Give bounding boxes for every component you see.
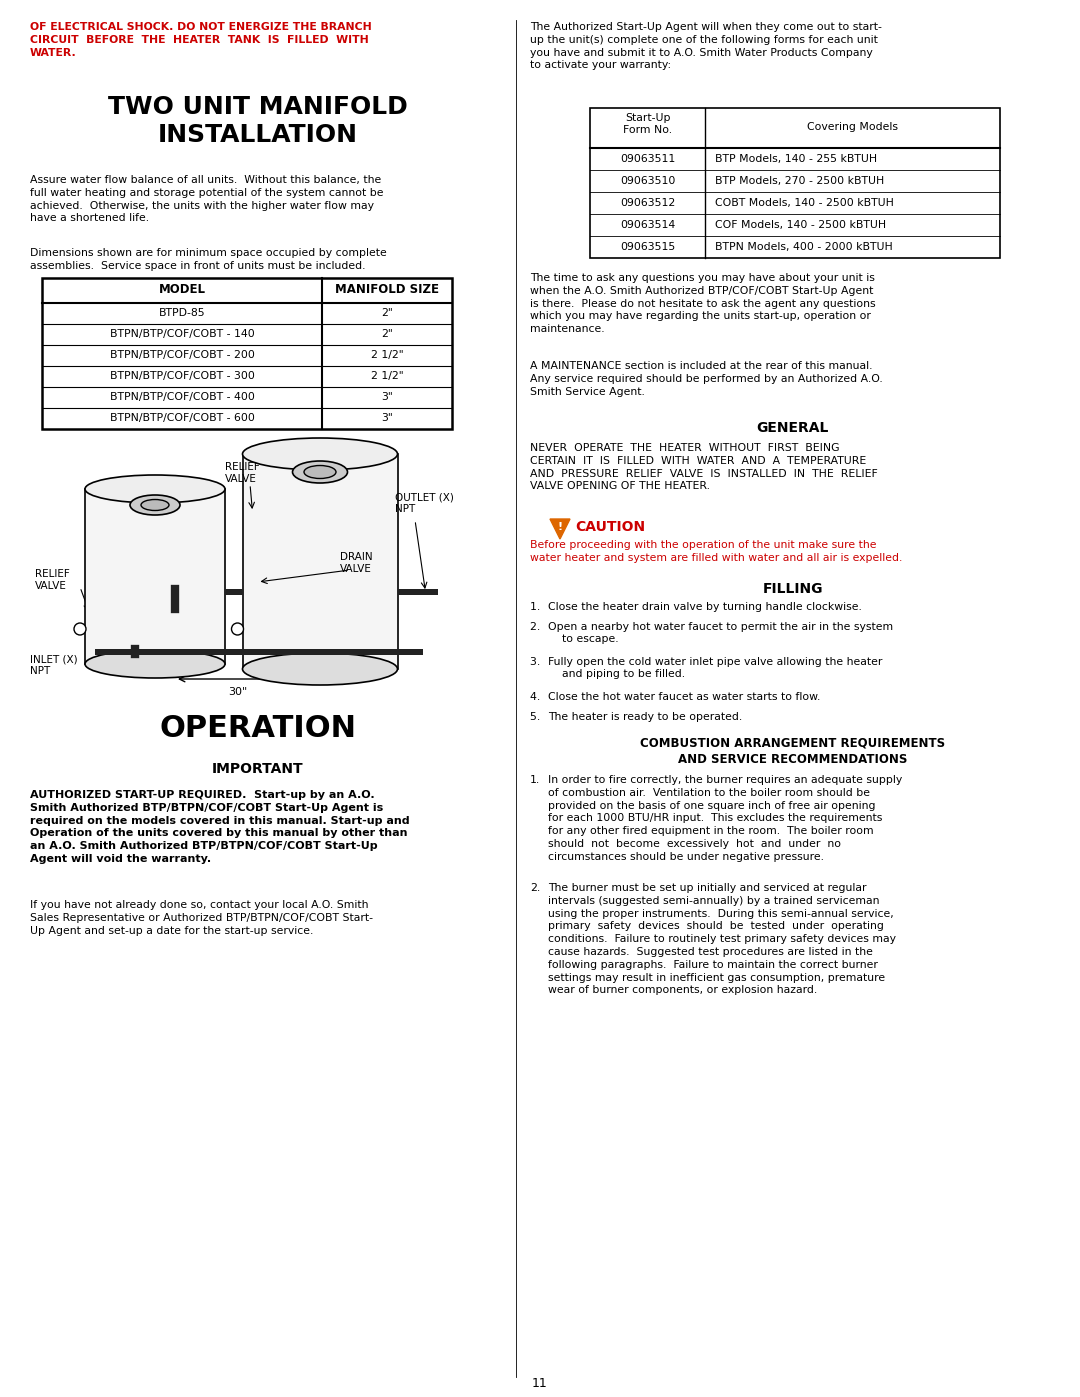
Text: 09063512: 09063512 — [620, 198, 675, 208]
Text: BTPN/BTP/COF/COBT - 140: BTPN/BTP/COF/COBT - 140 — [110, 330, 255, 339]
Text: 09063515: 09063515 — [620, 242, 675, 251]
Text: MODEL: MODEL — [159, 284, 205, 296]
Ellipse shape — [85, 475, 225, 503]
Text: FILLING: FILLING — [762, 583, 823, 597]
Text: DRAIN
VALVE: DRAIN VALVE — [340, 552, 373, 574]
Text: 09063511: 09063511 — [620, 154, 675, 163]
Text: 4.: 4. — [530, 692, 543, 703]
Ellipse shape — [243, 652, 397, 685]
Text: OUTLET (X)
NPT: OUTLET (X) NPT — [395, 492, 454, 514]
Text: 1.: 1. — [530, 602, 543, 612]
Bar — [225, 590, 243, 595]
Bar — [42, 278, 453, 429]
Text: 1.: 1. — [530, 775, 540, 785]
Text: BTPN/BTP/COF/COBT - 300: BTPN/BTP/COF/COBT - 300 — [109, 372, 255, 381]
Text: CAUTION: CAUTION — [575, 520, 645, 534]
Bar — [85, 489, 225, 664]
Text: BTPN Models, 400 - 2000 kBTUH: BTPN Models, 400 - 2000 kBTUH — [715, 242, 893, 251]
Text: Assure water flow balance of all units.  Without this balance, the
full water he: Assure water flow balance of all units. … — [30, 175, 383, 224]
Bar — [590, 108, 1000, 258]
Polygon shape — [550, 520, 570, 539]
Text: 09063510: 09063510 — [620, 176, 675, 186]
Text: 2": 2" — [381, 307, 393, 319]
Text: RELIEF
VALVE: RELIEF VALVE — [35, 569, 70, 591]
Text: 2.: 2. — [530, 622, 543, 631]
Text: 2 1/2": 2 1/2" — [370, 372, 403, 381]
Text: 2.: 2. — [530, 883, 540, 893]
Bar — [95, 650, 125, 655]
Text: 5.: 5. — [530, 712, 543, 722]
Text: INLET (X)
NPT: INLET (X) NPT — [30, 654, 78, 676]
Text: BTPN/BTP/COF/COBT - 600: BTPN/BTP/COF/COBT - 600 — [109, 414, 255, 423]
Text: COMBUSTION ARRANGEMENT REQUIREMENTS
AND SERVICE RECOMMENDATIONS: COMBUSTION ARRANGEMENT REQUIREMENTS AND … — [640, 738, 945, 766]
Text: IMPORTANT: IMPORTANT — [212, 761, 303, 775]
Text: MANIFOLD SIZE: MANIFOLD SIZE — [335, 284, 438, 296]
Text: COF Models, 140 - 2500 kBTUH: COF Models, 140 - 2500 kBTUH — [715, 219, 886, 231]
Text: RELIEF
VALVE: RELIEF VALVE — [225, 462, 260, 483]
Text: 2": 2" — [381, 330, 393, 339]
Text: Dimensions shown are for minimum space occupied by complete
assemblies.  Service: Dimensions shown are for minimum space o… — [30, 249, 387, 271]
Text: OF ELECTRICAL SHOCK. DO NOT ENERGIZE THE BRANCH
CIRCUIT  BEFORE  THE  HEATER  TA: OF ELECTRICAL SHOCK. DO NOT ENERGIZE THE… — [30, 22, 372, 59]
Bar — [397, 590, 437, 595]
Text: 09063514: 09063514 — [620, 219, 675, 231]
Text: The Authorized Start-Up Agent will when they come out to start-
up the unit(s) c: The Authorized Start-Up Agent will when … — [530, 22, 882, 70]
Text: If you have not already done so, contact your local A.O. Smith
Sales Representat: If you have not already done so, contact… — [30, 900, 373, 936]
Text: Open a nearby hot water faucet to permit the air in the system
    to escape.: Open a nearby hot water faucet to permit… — [548, 622, 893, 644]
Text: The burner must be set up initially and serviced at regular
intervals (suggested: The burner must be set up initially and … — [548, 883, 896, 996]
Ellipse shape — [141, 500, 168, 510]
Text: GENERAL: GENERAL — [756, 420, 828, 434]
Text: DRAIN
VALVE: DRAIN VALVE — [129, 637, 161, 658]
Ellipse shape — [130, 495, 180, 515]
Text: 3": 3" — [381, 393, 393, 402]
Circle shape — [75, 623, 86, 636]
Text: 3": 3" — [381, 414, 393, 423]
Text: 11: 11 — [532, 1377, 548, 1390]
Text: Start-Up
Form No.: Start-Up Form No. — [623, 113, 672, 136]
Bar — [243, 454, 397, 669]
Text: A MAINTENANCE section is included at the rear of this manual.
Any service requir: A MAINTENANCE section is included at the… — [530, 360, 882, 397]
Text: The time to ask any questions you may have about your unit is
when the A.O. Smit: The time to ask any questions you may ha… — [530, 272, 876, 334]
Text: Fully open the cold water inlet pipe valve allowing the heater
    and piping to: Fully open the cold water inlet pipe val… — [548, 657, 882, 679]
Text: OPERATION: OPERATION — [160, 714, 356, 743]
Text: !: ! — [557, 522, 563, 532]
Ellipse shape — [293, 461, 348, 483]
Text: COBT Models, 140 - 2500 kBTUH: COBT Models, 140 - 2500 kBTUH — [715, 198, 894, 208]
Text: TWO UNIT MANIFOLD
INSTALLATION: TWO UNIT MANIFOLD INSTALLATION — [108, 95, 408, 147]
Text: 30": 30" — [228, 687, 247, 697]
Text: BTPD-85: BTPD-85 — [159, 307, 205, 319]
Ellipse shape — [303, 465, 336, 479]
Text: BTP Models, 140 - 255 kBTUH: BTP Models, 140 - 255 kBTUH — [715, 154, 877, 163]
Text: The heater is ready to be operated.: The heater is ready to be operated. — [548, 712, 742, 722]
Text: In order to fire correctly, the burner requires an adequate supply
of combustion: In order to fire correctly, the burner r… — [548, 775, 902, 862]
Circle shape — [231, 623, 243, 636]
Text: BTPN/BTP/COF/COBT - 400: BTPN/BTP/COF/COBT - 400 — [109, 393, 255, 402]
Text: 2 1/2": 2 1/2" — [370, 351, 403, 360]
Text: AUTHORIZED START-UP REQUIRED.  Start-up by an A.O.
Smith Authorized BTP/BTPN/COF: AUTHORIZED START-UP REQUIRED. Start-up b… — [30, 789, 409, 863]
Text: 3.: 3. — [530, 657, 543, 666]
Bar — [125, 650, 422, 655]
Text: Close the hot water faucet as water starts to flow.: Close the hot water faucet as water star… — [548, 692, 821, 703]
Ellipse shape — [85, 650, 225, 678]
Ellipse shape — [243, 439, 397, 469]
Text: NEVER  OPERATE  THE  HEATER  WITHOUT  FIRST  BEING
CERTAIN  IT  IS  FILLED  WITH: NEVER OPERATE THE HEATER WITHOUT FIRST B… — [530, 443, 878, 492]
Text: Covering Models: Covering Models — [807, 122, 897, 131]
Text: Close the heater drain valve by turning handle clockwise.: Close the heater drain valve by turning … — [548, 602, 862, 612]
Text: BTP Models, 270 - 2500 kBTUH: BTP Models, 270 - 2500 kBTUH — [715, 176, 885, 186]
Text: Before proceeding with the operation of the unit make sure the
water heater and : Before proceeding with the operation of … — [530, 541, 903, 563]
Text: BTPN/BTP/COF/COBT - 200: BTPN/BTP/COF/COBT - 200 — [109, 351, 255, 360]
